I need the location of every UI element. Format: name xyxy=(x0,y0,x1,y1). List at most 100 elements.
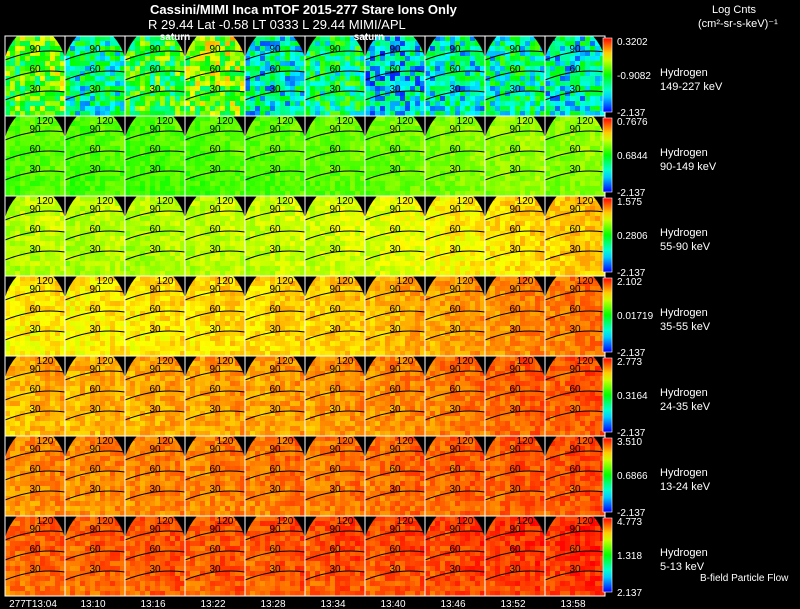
contour-line xyxy=(64,50,126,61)
heatmap-cell xyxy=(455,101,460,106)
heatmap-cell xyxy=(530,186,535,191)
heatmap-cell xyxy=(570,146,575,151)
heatmap-cell xyxy=(335,161,340,166)
heatmap-cell xyxy=(540,76,545,81)
heatmap-cell xyxy=(420,96,425,101)
heatmap-cell xyxy=(95,76,100,81)
heatmap-cell xyxy=(400,186,405,191)
heatmap-cell xyxy=(290,146,295,151)
heatmap-cell xyxy=(175,91,180,96)
heatmap-cell xyxy=(345,51,350,56)
heatmap-cell xyxy=(255,221,260,226)
heatmap-cell xyxy=(535,181,540,186)
heatmap-cell xyxy=(390,191,395,196)
heatmap-cell xyxy=(225,161,230,166)
heatmap-cell xyxy=(285,51,290,56)
heatmap-cell xyxy=(405,176,410,181)
heatmap-cell xyxy=(590,81,595,86)
heatmap-cell xyxy=(550,166,555,171)
heatmap-cell xyxy=(490,106,495,111)
heatmap-cell xyxy=(155,191,160,196)
heatmap-cell xyxy=(30,266,35,271)
heatmap-cell xyxy=(540,51,545,56)
heatmap-cell xyxy=(100,191,105,196)
heatmap-cell xyxy=(410,86,415,91)
heatmap-cell xyxy=(85,256,90,261)
heatmap-cell xyxy=(155,71,160,76)
heatmap-cell xyxy=(430,111,435,116)
heatmap-cell xyxy=(270,156,275,161)
heatmap-cell xyxy=(115,186,120,191)
heatmap-cell xyxy=(320,81,325,86)
heatmap-cell xyxy=(60,61,65,66)
heatmap-cell xyxy=(590,41,595,46)
heatmap-cell xyxy=(415,76,420,81)
heatmap-cell xyxy=(465,96,470,101)
heatmap-cell xyxy=(15,41,20,46)
heatmap-cell xyxy=(345,186,350,191)
heatmap-cell xyxy=(375,66,380,71)
heatmap-cell xyxy=(35,171,40,176)
heatmap-cell xyxy=(300,101,305,106)
heatmap-cell xyxy=(110,216,115,221)
heatmap-cell xyxy=(120,221,125,226)
heatmap-cell xyxy=(245,131,250,136)
heatmap-cell xyxy=(120,76,125,81)
heatmap-cell xyxy=(565,56,570,61)
heatmap-cell xyxy=(550,91,555,96)
heatmap-cell xyxy=(200,111,205,116)
heatmap-cell xyxy=(315,71,320,76)
heatmap-cell xyxy=(525,76,530,81)
heatmap-cell xyxy=(170,231,175,236)
heatmap-cell xyxy=(180,131,185,136)
heatmap-cell xyxy=(320,161,325,166)
heatmap-cell xyxy=(245,186,250,191)
heatmap-cell xyxy=(340,166,345,171)
heatmap-cell xyxy=(135,171,140,176)
heatmap-cell xyxy=(435,81,440,86)
heatmap-cell xyxy=(430,191,435,196)
heatmap-cell xyxy=(340,76,345,81)
heatmap-cell xyxy=(210,71,215,76)
heatmap-cell xyxy=(165,136,170,141)
heatmap-cell xyxy=(325,191,330,196)
heatmap-cell xyxy=(410,156,415,161)
heatmap-cell xyxy=(145,111,150,116)
heatmap-cell xyxy=(35,161,40,166)
heatmap-cell xyxy=(15,106,20,111)
heatmap-cell xyxy=(170,111,175,116)
heatmap-cell xyxy=(100,166,105,171)
heatmap-cell xyxy=(80,116,85,121)
heatmap-cell xyxy=(15,226,20,231)
heatmap-cell xyxy=(330,126,335,131)
heatmap-cell xyxy=(260,71,265,76)
heatmap-cell xyxy=(70,161,75,166)
heatmap-cell xyxy=(530,41,535,46)
heatmap-cell xyxy=(95,106,100,111)
heatmap-cell xyxy=(375,56,380,61)
heatmap-cell xyxy=(515,126,520,131)
heatmap-cell xyxy=(420,156,425,161)
heatmap-cell xyxy=(250,156,255,161)
heatmap-cell xyxy=(200,96,205,101)
heatmap-cell xyxy=(65,151,70,156)
heatmap-cell xyxy=(575,161,580,166)
heatmap-cell xyxy=(470,166,475,171)
heatmap-cell xyxy=(220,176,225,181)
heatmap-cell xyxy=(490,56,495,61)
heatmap-cell xyxy=(30,176,35,181)
heatmap-cell xyxy=(500,111,505,116)
heatmap-cell xyxy=(285,211,290,216)
heatmap-cell xyxy=(165,91,170,96)
heatmap-cell xyxy=(15,131,20,136)
heatmap-cell xyxy=(15,81,20,86)
heatmap-cell xyxy=(250,171,255,176)
heatmap-cell xyxy=(415,106,420,111)
heatmap-cell xyxy=(280,126,285,131)
heatmap-cell xyxy=(80,181,85,186)
heatmap-cell xyxy=(225,231,230,236)
heatmap-cell xyxy=(205,66,210,71)
heatmap-cell xyxy=(270,236,275,241)
heatmap-cell xyxy=(250,241,255,246)
